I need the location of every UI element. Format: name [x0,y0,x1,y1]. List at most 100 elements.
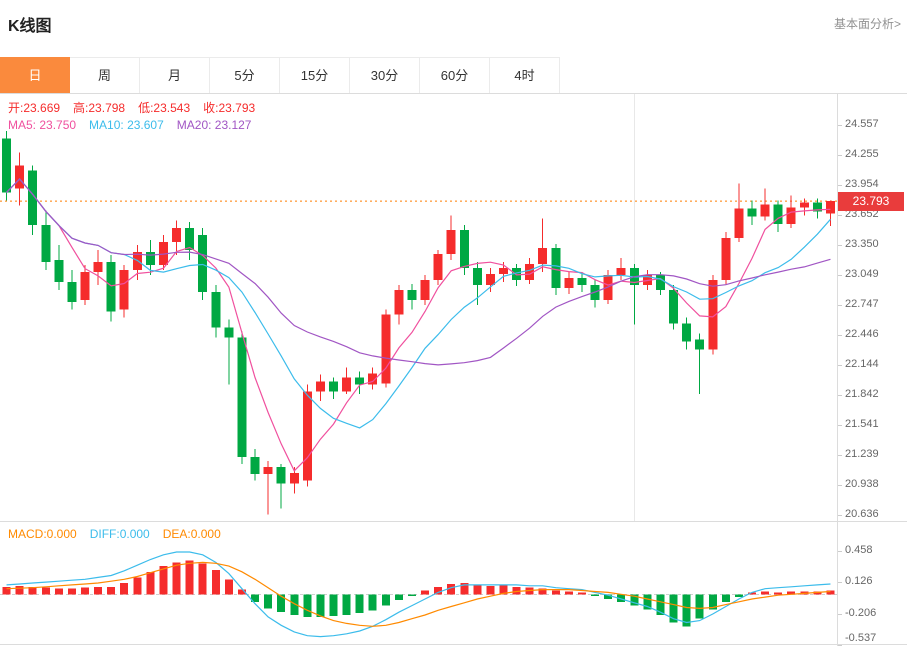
candle-body [67,281,77,302]
candle-body [119,269,129,310]
legend-item: 低:23.543 [138,101,191,115]
candle-body [276,466,286,484]
tab-30分[interactable]: 30分 [350,57,420,93]
tab-周[interactable]: 周 [70,57,140,93]
macd-bar [237,589,246,595]
macd-bar [826,590,835,595]
price-tick-label: 24.557 [845,118,879,131]
candle-body [721,238,731,280]
candle-body [263,466,273,474]
candle-body [198,235,208,292]
candle-body [564,277,574,288]
price-tick-label: 23.652 [845,208,879,221]
legend-item: MACD:0.000 [8,527,77,541]
candle-body [368,373,378,385]
macd-bar [473,584,482,595]
axis-tick [838,305,842,307]
price-chart[interactable] [0,94,837,521]
axis-tick [838,644,842,646]
ma10-line [6,178,831,429]
macd-bar [747,592,756,595]
candle-body [825,201,835,214]
macd-tick-label: 0.458 [845,544,873,557]
macd-bar [486,585,495,595]
candle-body [237,337,247,457]
macd-bar [277,594,286,613]
candle-body [420,279,430,300]
macd-bar [761,591,770,595]
candle-body [211,291,221,328]
candle-body [15,165,25,189]
macd-bar [643,594,652,610]
candle-body [812,202,822,212]
macd-bar [669,594,678,623]
macd-bar [211,569,220,595]
tab-日[interactable]: 日 [0,57,70,93]
macd-bar [682,594,691,627]
candle-body [747,208,757,217]
axis-tick [838,365,842,366]
price-tick-label: 21.842 [845,388,879,401]
candle-body [394,289,404,315]
legend-item: 开:23.669 [8,101,61,115]
candle-body [760,204,770,217]
macd-bar [551,590,560,595]
candle-body [80,271,90,300]
macd-bar [630,594,639,606]
macd-bar [81,587,90,595]
current-price-tag: 23.793 [838,191,904,211]
candle-body [407,289,417,300]
macd-bar [447,583,456,595]
candle-body [499,267,509,274]
macd-bar [564,591,573,595]
macd-bar [133,577,142,595]
macd-bar [290,594,299,615]
macd-bar [355,594,364,614]
candle-body [734,208,744,239]
dea-line [6,561,831,627]
candle-body [655,274,665,290]
macd-bar [368,594,377,611]
macd-bar [172,562,181,595]
axis-tick [838,514,842,516]
period-tabbar: 日周月 5分 15分 30分 60分 4时 [0,57,907,93]
macd-bar [604,594,613,600]
macd-bar [67,588,76,595]
diff-line [6,551,831,638]
candle-body [577,277,587,285]
axis-tick [838,245,842,247]
price-tick-label: 22.144 [845,358,879,370]
tab-60分[interactable]: 60分 [420,57,490,93]
tab-15分[interactable]: 15分 [280,57,350,93]
price-tick-label: 23.350 [845,238,879,251]
macd-bar [721,594,730,602]
candle-body [799,202,809,208]
axis-tick [838,613,842,615]
macd-bar [787,591,796,595]
macd-bar [421,590,430,595]
macd-bar [512,586,521,595]
candle-body [106,262,116,312]
candle-body [41,225,51,263]
macd-bar [146,571,155,595]
macd-tick-label: -0.537 [845,632,877,644]
axis-tick [838,275,842,277]
tab-4时[interactable]: 4时 [490,57,560,93]
candle-body [433,254,443,280]
tab-月[interactable]: 月 [140,57,210,93]
header: K线图 基本面分析> [0,0,907,57]
candle-body [328,381,338,392]
axis-tick [838,125,842,127]
price-tick-label: 23.954 [845,178,879,191]
fundamental-analysis-link[interactable]: 基本面分析> [833,17,901,31]
ohlc-legend: 开:23.669 高:23.798 低:23.543 收:23.793 [8,99,268,116]
macd-bar [120,583,129,595]
tab-5分[interactable]: 5分 [210,57,280,93]
price-tick-label: 22.446 [845,327,879,340]
macd-chart[interactable] [0,521,837,646]
macd-bar [381,594,390,606]
page-title: K线图 [8,18,52,35]
ma-legend: MA5: 23.750 MA10: 23.607 MA20: 23.127 [8,118,264,132]
axis-tick [838,582,842,584]
macd-bar [264,594,273,609]
